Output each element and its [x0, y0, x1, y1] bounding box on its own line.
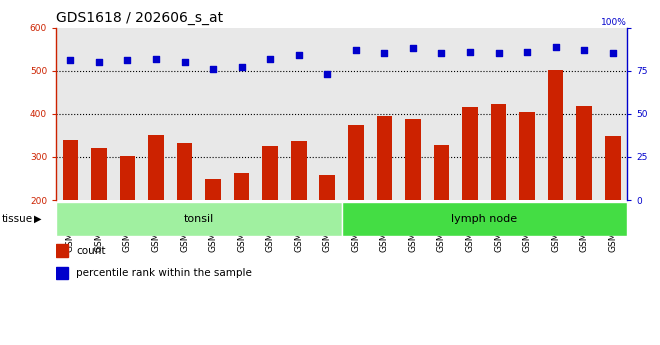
Text: lymph node: lymph node — [451, 214, 517, 224]
Point — [408, 46, 418, 51]
Point — [607, 51, 618, 56]
Point — [322, 71, 333, 77]
Point — [550, 44, 561, 49]
Point — [150, 56, 161, 61]
Bar — [148, 136, 164, 200]
Point — [265, 56, 275, 61]
Text: ▶: ▶ — [34, 214, 42, 224]
Bar — [63, 140, 79, 200]
Bar — [376, 116, 392, 200]
Text: 100%: 100% — [601, 18, 627, 27]
Point — [350, 47, 361, 53]
Bar — [605, 136, 620, 200]
Point — [94, 59, 104, 65]
Point — [493, 51, 504, 56]
Point — [65, 58, 76, 63]
Bar — [342, 202, 627, 236]
Point — [122, 58, 133, 63]
Bar — [405, 119, 421, 200]
Bar — [462, 107, 478, 200]
Point — [180, 59, 190, 65]
Text: GDS1618 / 202606_s_at: GDS1618 / 202606_s_at — [56, 11, 223, 25]
Bar — [56, 202, 342, 236]
Point — [294, 52, 304, 58]
Point — [436, 51, 447, 56]
Bar — [91, 148, 107, 200]
Bar — [434, 145, 449, 200]
Text: tissue: tissue — [1, 214, 32, 224]
Bar — [56, 267, 67, 279]
Bar — [519, 112, 535, 200]
Bar — [56, 244, 67, 257]
Point — [522, 49, 533, 55]
Text: percentile rank within the sample: percentile rank within the sample — [76, 268, 252, 278]
Bar — [348, 126, 364, 200]
Bar — [548, 70, 564, 200]
Point — [208, 66, 218, 72]
Bar — [177, 143, 193, 200]
Text: tonsil: tonsil — [183, 214, 214, 224]
Bar — [291, 141, 307, 200]
Bar — [205, 179, 221, 200]
Bar — [576, 106, 592, 200]
Point — [236, 65, 247, 70]
Point — [379, 51, 389, 56]
Bar — [234, 173, 249, 200]
Text: count: count — [76, 246, 106, 256]
Point — [579, 47, 589, 53]
Bar — [119, 156, 135, 200]
Bar — [319, 175, 335, 200]
Bar — [262, 146, 278, 200]
Bar — [490, 104, 506, 200]
Point — [465, 49, 475, 55]
